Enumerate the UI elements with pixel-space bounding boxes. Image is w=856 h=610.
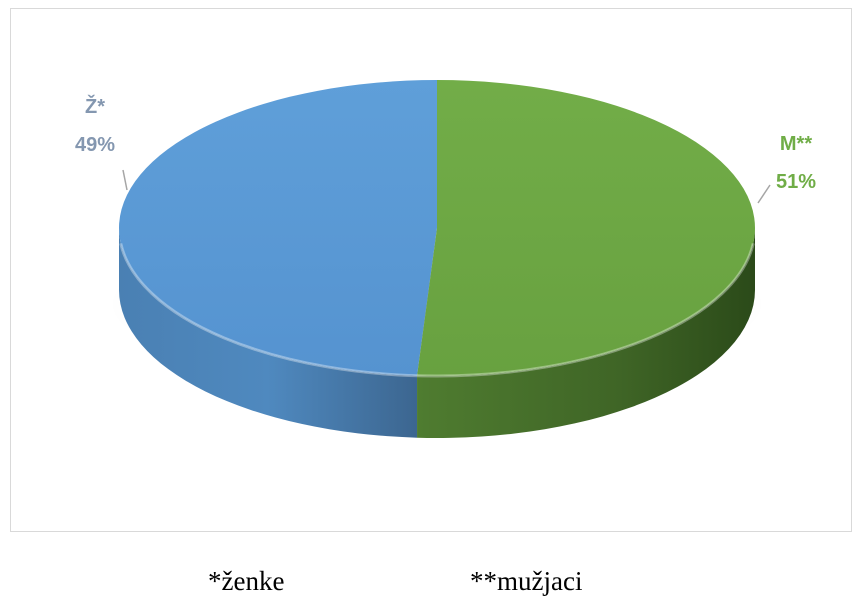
footnote-female: *ženke bbox=[208, 566, 285, 596]
pie-chart: Ž* 49% M** 51% bbox=[75, 80, 816, 438]
pie-slice-female bbox=[119, 80, 438, 376]
leader-line-male bbox=[757, 184, 771, 204]
slice-value-label-male: 51% bbox=[776, 171, 816, 193]
pie-side-male bbox=[417, 228, 755, 438]
slice-label-female: Ž* bbox=[85, 94, 105, 118]
slice-label-male: M** bbox=[780, 133, 812, 155]
leader-line-female bbox=[122, 169, 128, 191]
pie-side-female bbox=[119, 228, 418, 438]
slice-value-label-female: 49% bbox=[75, 134, 115, 156]
footnote-male: **mužjaci bbox=[470, 566, 583, 596]
pie-slice-male bbox=[417, 80, 756, 376]
pie-rim-highlight bbox=[119, 243, 755, 378]
